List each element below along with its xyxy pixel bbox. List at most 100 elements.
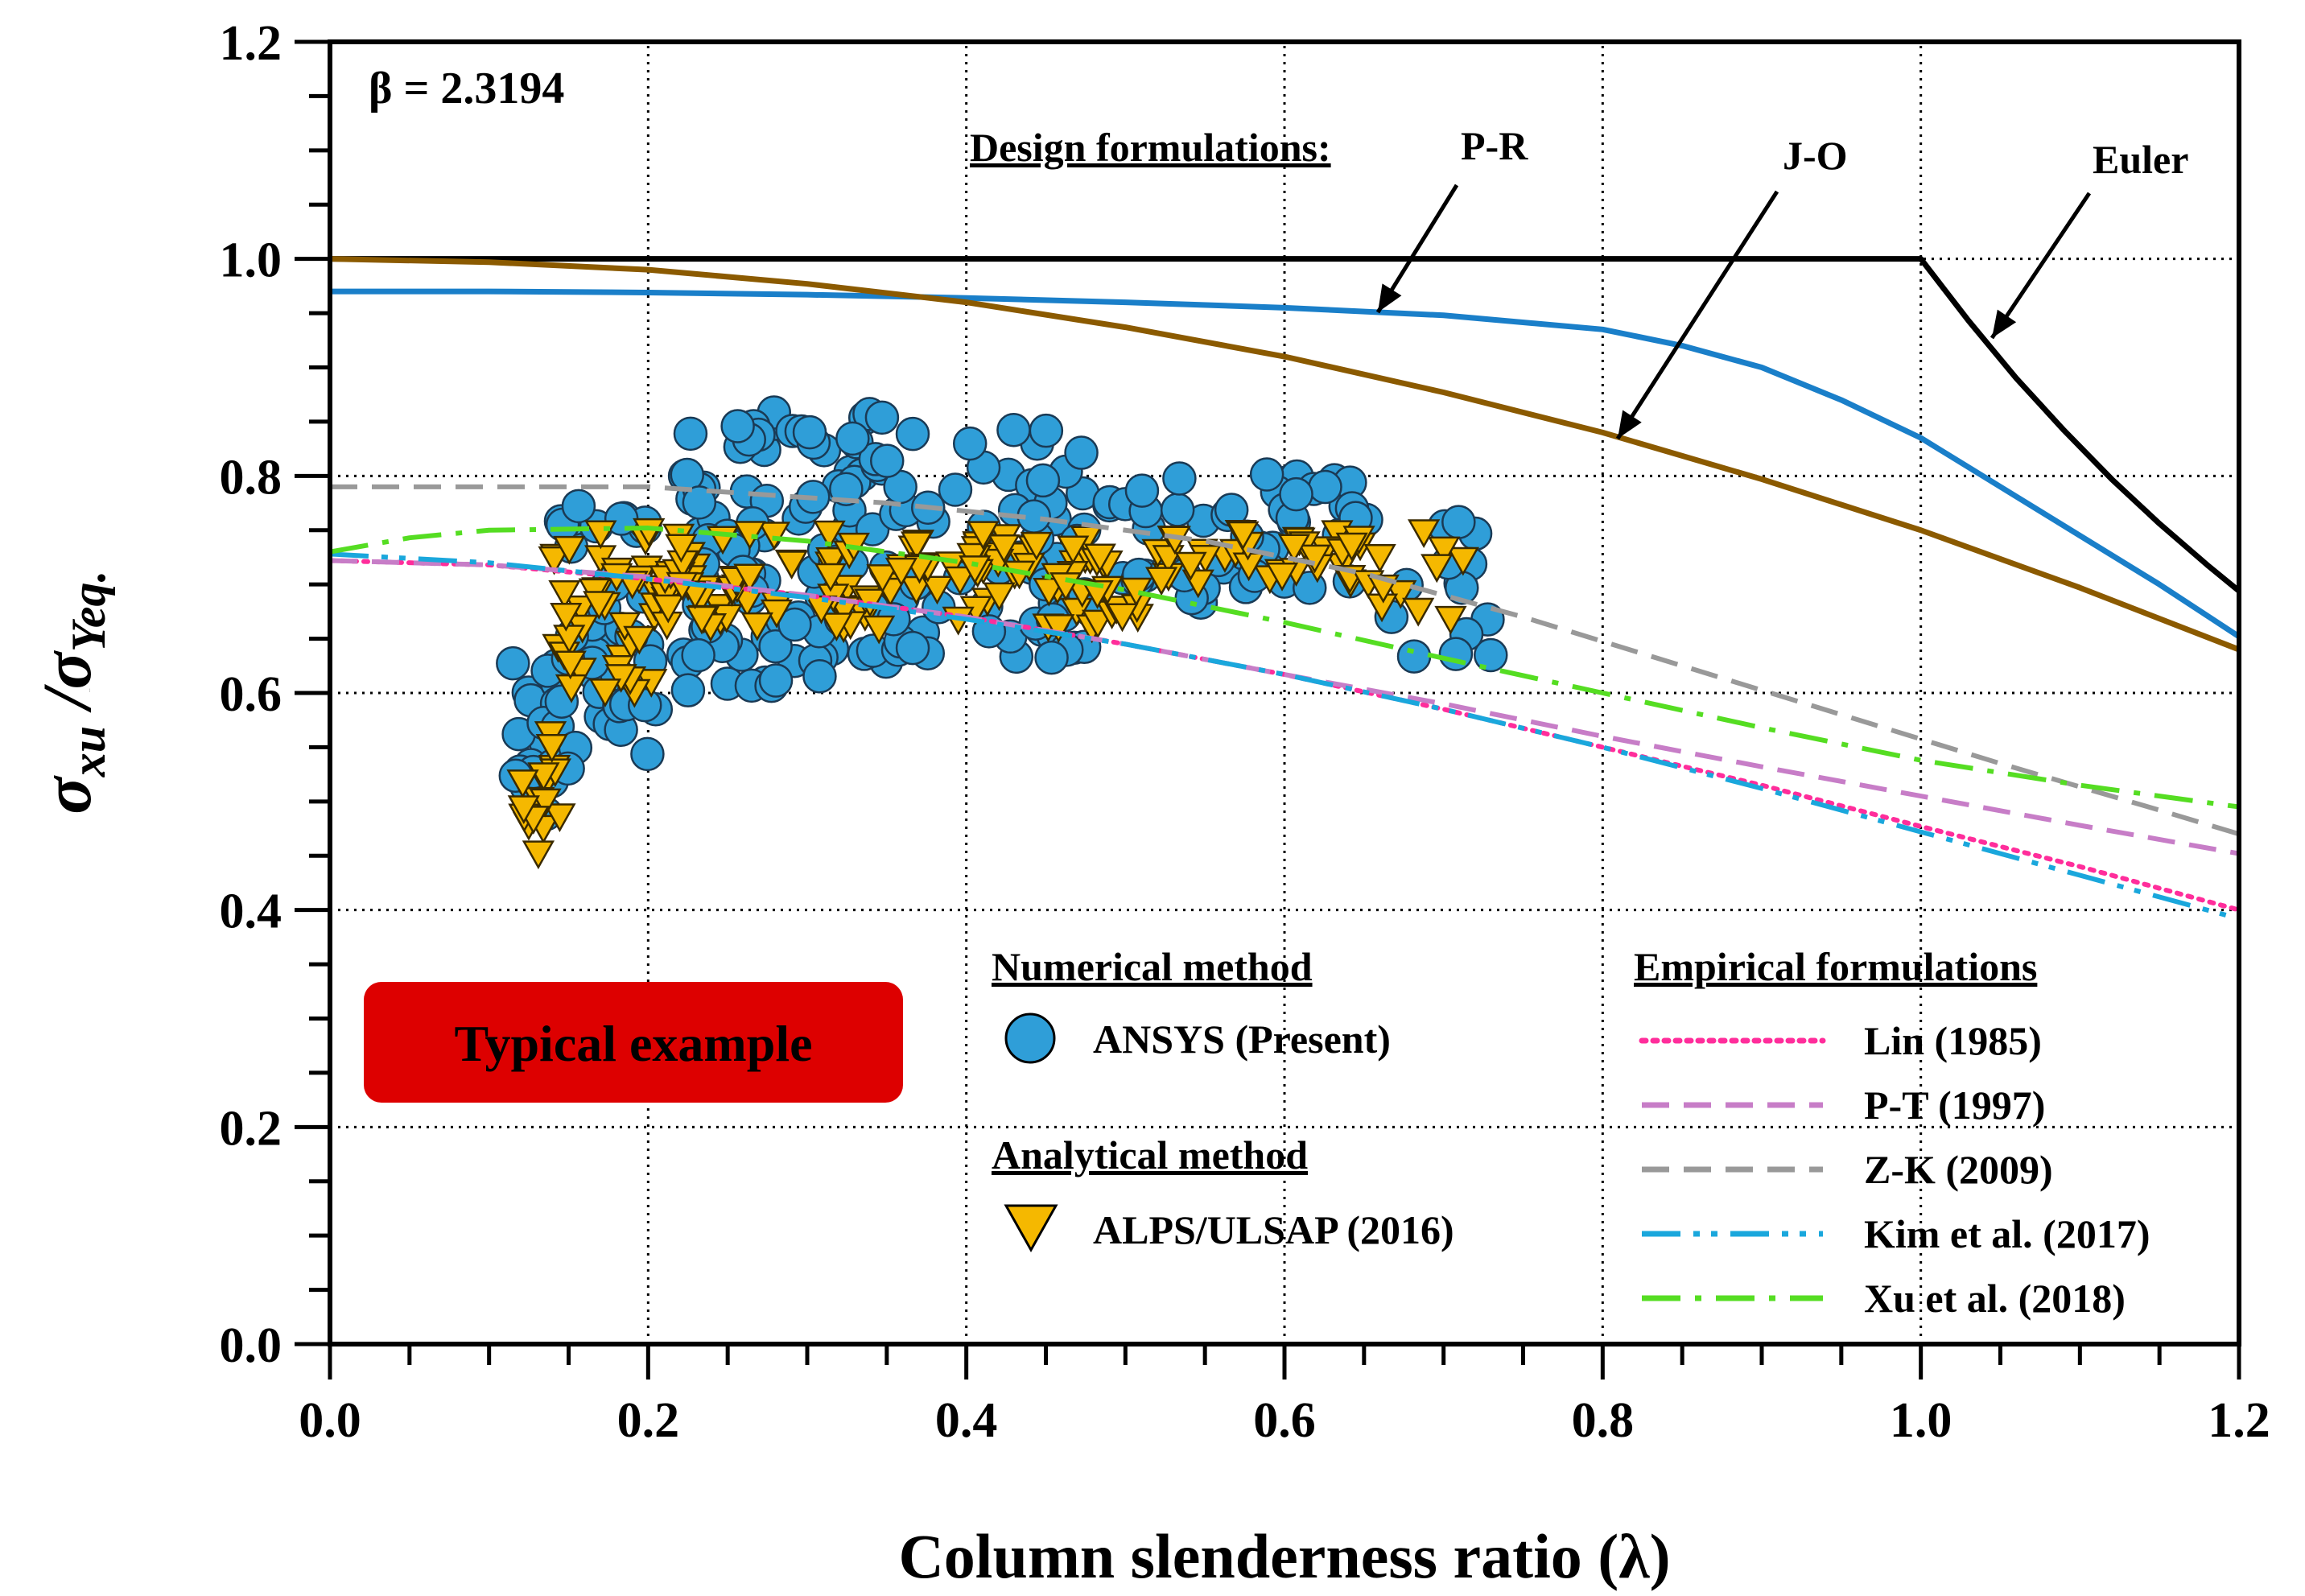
alps-point [866, 564, 899, 593]
svg-text:σxu /σYeq.: σxu /σYeq. [28, 570, 115, 814]
ansys-point [1279, 476, 1313, 512]
legend-alps-marker [1004, 1204, 1058, 1253]
alps-point [1363, 543, 1396, 573]
alps-point [522, 840, 555, 870]
ansys-point [681, 637, 715, 673]
y-tick-label: 0.0 [220, 1318, 282, 1373]
legend-label-zk: Z-K (2009) [1864, 1147, 2053, 1192]
beta-annotation: β = 2.3194 [369, 64, 564, 113]
alps-point [900, 531, 934, 561]
ansys-point [829, 472, 864, 506]
design-heading: Design formulations: [970, 125, 1331, 170]
y-axis-title-data: σxu /σYeq. [89, 688, 91, 692]
label-euler: Euler [2093, 137, 2188, 182]
x-tick-label: 0.0 [299, 1393, 361, 1448]
legend-label-lin: Lin (1985) [1864, 1018, 2042, 1063]
ansys-point [1034, 640, 1069, 675]
alps-point [548, 580, 581, 609]
curve-xu [330, 526, 2239, 810]
axis-ticks [295, 39, 2241, 1379]
alps-point [583, 591, 616, 620]
y-tick-label: 1.2 [220, 16, 282, 71]
alps-point [1144, 567, 1178, 596]
legend-empirical-items: Lin (1985) P-T (1997) Z-K (2009) Kim et al.… [1639, 1018, 2150, 1321]
ansys-point [792, 414, 827, 450]
alps-point [1277, 534, 1311, 563]
ansys-point [869, 443, 905, 478]
ansys-point [1249, 457, 1284, 492]
alps-point [815, 547, 848, 576]
alps-point [967, 521, 1000, 551]
alps-point [1227, 521, 1260, 551]
ansys-point [1441, 505, 1476, 539]
y-axis-title: σxu /σYeq. σxu /σYeq. [28, 570, 115, 814]
y-tick-label: 0.8 [220, 450, 282, 505]
arrow-euler [1990, 192, 2092, 340]
alps-point [1407, 519, 1441, 549]
ansys-point [1160, 493, 1195, 527]
legend-label-kim: Kim et al. (2017) [1864, 1211, 2150, 1256]
alps-point [665, 534, 698, 563]
ansys-point [673, 416, 708, 452]
alps-point [1042, 614, 1075, 643]
curve-jo [330, 256, 2239, 653]
ansys-point [758, 663, 794, 698]
alps-point [805, 595, 838, 625]
alps-point [535, 734, 568, 763]
alps-point [775, 551, 808, 580]
ansys-point [1308, 469, 1342, 505]
alps-point [652, 594, 685, 624]
alps-point [1335, 532, 1368, 562]
x-tick-label: 0.4 [935, 1393, 998, 1448]
y-tick-label: 0.6 [220, 667, 282, 722]
curve-kim [330, 551, 2239, 922]
alps-point [1057, 535, 1090, 565]
alps-point [757, 522, 791, 551]
arrow-jo-head [1618, 410, 1642, 439]
curve-pr [330, 288, 2239, 639]
alps-point [813, 520, 846, 550]
ansys-point [802, 658, 837, 694]
ansys-point [1438, 637, 1474, 671]
alps-point [1298, 544, 1331, 574]
alps-point [1421, 554, 1454, 584]
ansys-point [670, 673, 706, 707]
ansys-point [996, 412, 1031, 447]
alps-point [1174, 551, 1207, 581]
legend-empirical-heading: Empirical formulations [1634, 944, 2037, 989]
ansys-point [720, 409, 755, 443]
ansys-point [561, 489, 596, 524]
alps-point [983, 582, 1016, 612]
alps-point [538, 546, 571, 575]
ansys-point [682, 485, 717, 520]
alps-point [1428, 536, 1461, 566]
curve-group [330, 256, 2239, 922]
arrow-jo [1615, 190, 1779, 440]
y-tick-label: 0.4 [220, 885, 282, 939]
label-jo: J-O [1783, 133, 1848, 178]
alps-point [1446, 546, 1480, 576]
alps-point [1020, 531, 1054, 561]
alps-point [685, 605, 719, 635]
tick-labels: 0.0 0.2 0.4 0.6 0.8 1.0 1.2 0.0 0.2 0.4 0.6 0.8 1.0 1… [220, 16, 2270, 1448]
curve-zk [330, 484, 2239, 837]
alps-point [814, 563, 847, 592]
alps-point [543, 803, 576, 832]
typical-example-badge [364, 982, 903, 1103]
alps-point [1265, 562, 1299, 592]
ansys-point [630, 736, 665, 772]
alps-point [820, 612, 853, 642]
ansys-point [1474, 637, 1508, 673]
ansys-point [1029, 413, 1064, 448]
x-tick-label: 0.6 [1253, 1393, 1316, 1448]
alps-point [863, 615, 896, 645]
x-tick-label: 1.2 [2208, 1393, 2270, 1448]
alps-point [1106, 603, 1139, 633]
alps-point [740, 612, 773, 641]
alps-point [921, 575, 954, 605]
ansys-point [835, 421, 870, 456]
legend-alps-label: ALPS/ULSAP (2016) [1093, 1207, 1454, 1252]
ansys-point [895, 416, 930, 452]
legend-ansys-marker [1004, 1012, 1056, 1064]
legend-numerical-heading: Numerical method [992, 944, 1313, 989]
